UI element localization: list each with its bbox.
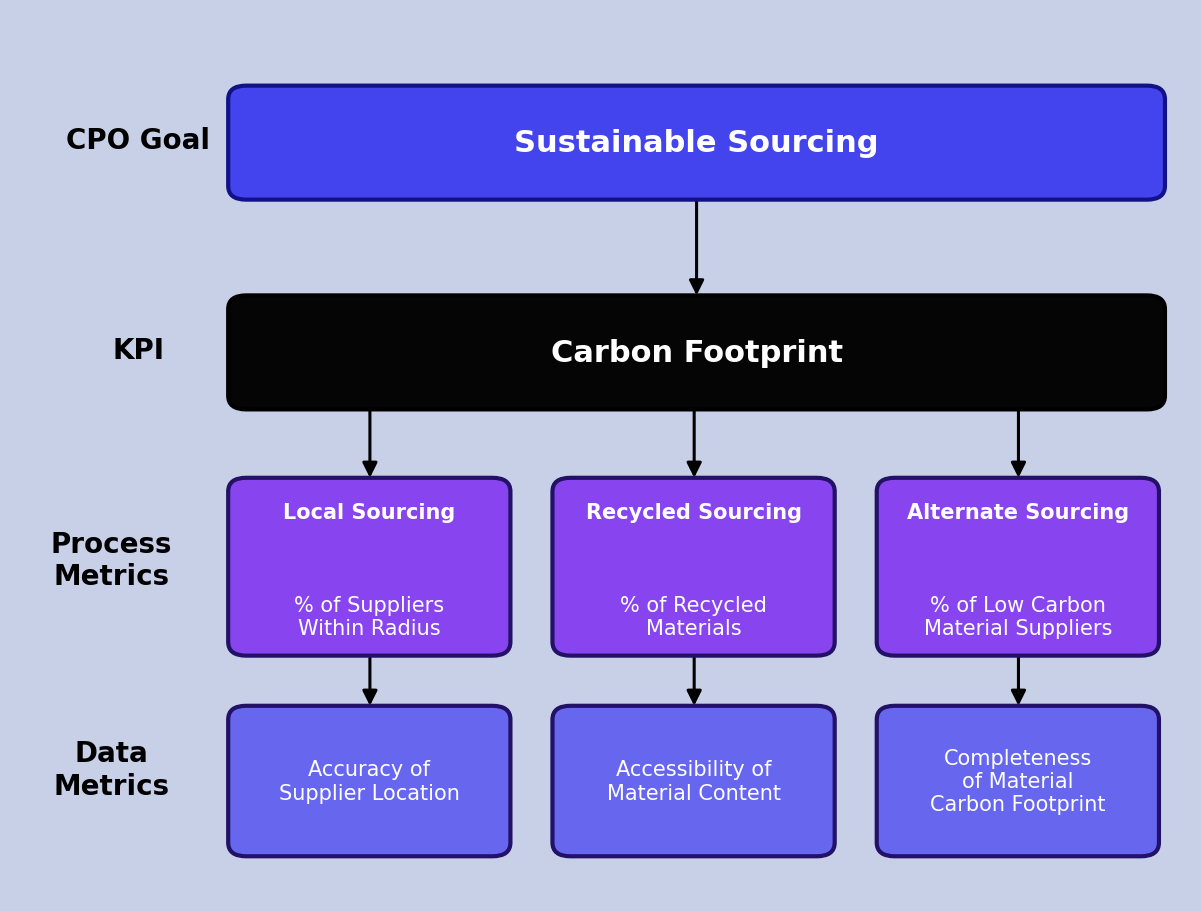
FancyBboxPatch shape [228, 296, 1165, 410]
Text: Completeness
of Material
Carbon Footprint: Completeness of Material Carbon Footprin… [930, 748, 1106, 814]
Text: Accessibility of
Material Content: Accessibility of Material Content [607, 760, 781, 803]
FancyBboxPatch shape [877, 478, 1159, 656]
Text: Local Sourcing: Local Sourcing [283, 503, 455, 522]
FancyBboxPatch shape [877, 706, 1159, 856]
Text: CPO Goal: CPO Goal [66, 128, 210, 155]
Text: Alternate Sourcing: Alternate Sourcing [907, 503, 1129, 522]
Text: % of Recycled
Materials: % of Recycled Materials [620, 596, 767, 639]
FancyBboxPatch shape [228, 478, 510, 656]
Text: Carbon Footprint: Carbon Footprint [550, 339, 843, 367]
Text: KPI: KPI [112, 337, 165, 364]
Text: % of Suppliers
Within Radius: % of Suppliers Within Radius [294, 596, 444, 639]
Text: Recycled Sourcing: Recycled Sourcing [586, 503, 801, 522]
FancyBboxPatch shape [552, 478, 835, 656]
Text: Process
Metrics: Process Metrics [50, 530, 173, 590]
Text: Sustainable Sourcing: Sustainable Sourcing [514, 129, 879, 158]
Text: Accuracy of
Supplier Location: Accuracy of Supplier Location [279, 760, 460, 803]
FancyBboxPatch shape [552, 706, 835, 856]
FancyBboxPatch shape [228, 706, 510, 856]
Text: Data
Metrics: Data Metrics [54, 740, 169, 800]
FancyBboxPatch shape [228, 87, 1165, 200]
Text: % of Low Carbon
Material Suppliers: % of Low Carbon Material Suppliers [924, 596, 1112, 639]
